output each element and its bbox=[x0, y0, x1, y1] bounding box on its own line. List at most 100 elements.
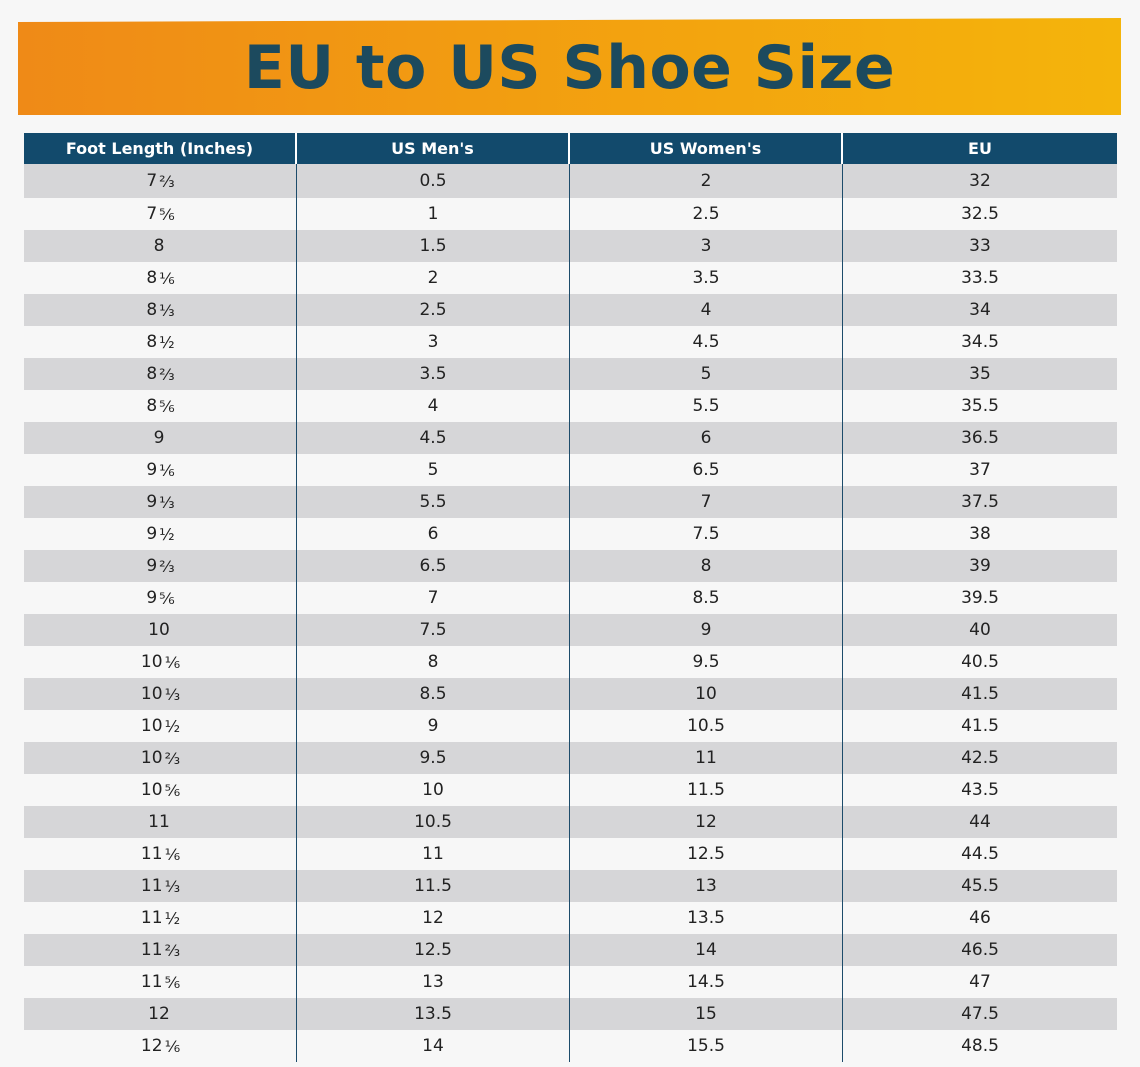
us-womens-cell: 5.5 bbox=[570, 390, 843, 422]
foot-length-cell: 12 bbox=[24, 998, 297, 1030]
eu-cell: 35 bbox=[969, 364, 991, 384]
table-row: 9 ⅔ 6.5 8 39 bbox=[24, 550, 1117, 582]
foot-length-whole: 11 bbox=[140, 972, 163, 992]
us-mens-cell: 7.5 bbox=[297, 614, 570, 646]
foot-length-cell: 11 ⅔ bbox=[24, 934, 297, 966]
eu-cell: 35.5 bbox=[961, 396, 999, 416]
eu-cell: 45.5 bbox=[961, 876, 999, 896]
foot-length-fraction: ½ bbox=[164, 716, 180, 736]
foot-length-fraction: ⅚ bbox=[159, 396, 174, 416]
foot-length-whole: 8 bbox=[146, 300, 158, 320]
table-row: 8 ⅙ 2 3.5 33.5 bbox=[24, 262, 1117, 294]
table-row: 9 4.5 6 36.5 bbox=[24, 422, 1117, 454]
eu-cell: 46 bbox=[969, 908, 991, 928]
table-row: 8 ⅓ 2.5 4 34 bbox=[24, 294, 1117, 326]
eu-cell: 40.5 bbox=[961, 652, 999, 672]
us-womens-cell: 4.5 bbox=[570, 326, 843, 358]
foot-length-whole: 10 bbox=[148, 620, 170, 640]
foot-length-cell: 10 ½ bbox=[24, 710, 297, 742]
us-womens-cell: 9.5 bbox=[570, 646, 843, 678]
table-row: 7 ⅔ 0.5 2 32 bbox=[24, 164, 1117, 198]
table-header: Foot Length (Inches) US Men's US Women's… bbox=[24, 133, 1117, 164]
table-row: 8 ⅔ 3.5 5 35 bbox=[24, 358, 1117, 390]
foot-length-fraction: ⅙ bbox=[164, 1036, 180, 1056]
table-row: 7 ⅚ 1 2.5 32.5 bbox=[24, 198, 1117, 230]
us-mens-cell: 10 bbox=[297, 774, 570, 806]
foot-length-whole: 8 bbox=[146, 364, 158, 384]
foot-length-whole: 9 bbox=[146, 460, 158, 480]
table-row: 11 10.5 12 44 bbox=[24, 806, 1117, 838]
foot-length-cell: 12 ⅙ bbox=[24, 1030, 297, 1062]
table-row: 11 ⅔ 12.5 14 46.5 bbox=[24, 934, 1117, 966]
eu-cell: 41.5 bbox=[961, 716, 999, 736]
table-row: 10 ½ 9 10.5 41.5 bbox=[24, 710, 1117, 742]
us-mens-cell: 8 bbox=[297, 646, 570, 678]
foot-length-cell: 10 ⅓ bbox=[24, 678, 297, 710]
us-mens-cell: 5 bbox=[297, 454, 570, 486]
us-mens-cell: 8.5 bbox=[297, 678, 570, 710]
foot-length-fraction: ⅚ bbox=[159, 588, 174, 608]
us-mens-cell: 4.5 bbox=[297, 422, 570, 454]
foot-length-fraction: ⅙ bbox=[164, 844, 180, 864]
foot-length-whole: 10 bbox=[140, 684, 163, 704]
us-mens-cell: 12 bbox=[297, 902, 570, 934]
eu-cell: 34.5 bbox=[961, 332, 999, 352]
foot-length-fraction: ⅓ bbox=[164, 876, 180, 896]
us-womens-cell: 10 bbox=[570, 678, 843, 710]
us-womens-cell: 2 bbox=[570, 164, 843, 198]
eu-cell: 42.5 bbox=[961, 748, 999, 768]
foot-length-fraction: ½ bbox=[164, 908, 180, 928]
us-mens-cell: 2 bbox=[297, 262, 570, 294]
table-row: 11 ½ 12 13.5 46 bbox=[24, 902, 1117, 934]
us-womens-cell: 3.5 bbox=[570, 262, 843, 294]
foot-length-fraction: ⅔ bbox=[159, 364, 174, 384]
us-womens-cell: 9 bbox=[570, 614, 843, 646]
table-row: 10 ⅔ 9.5 11 42.5 bbox=[24, 742, 1117, 774]
foot-length-whole: 11 bbox=[148, 812, 170, 832]
eu-cell: 32 bbox=[969, 171, 991, 191]
foot-length-fraction: ⅚ bbox=[164, 972, 180, 992]
eu-cell: 43.5 bbox=[961, 780, 999, 800]
table-row: 12 13.5 15 47.5 bbox=[24, 998, 1117, 1030]
foot-length-whole: 12 bbox=[148, 1004, 170, 1024]
us-womens-cell: 6 bbox=[570, 422, 843, 454]
us-womens-cell: 7.5 bbox=[570, 518, 843, 550]
us-mens-cell: 10.5 bbox=[297, 806, 570, 838]
eu-cell: 39.5 bbox=[961, 588, 999, 608]
eu-cell: 37.5 bbox=[961, 492, 999, 512]
us-womens-cell: 6.5 bbox=[570, 454, 843, 486]
eu-cell: 32.5 bbox=[961, 204, 999, 224]
foot-length-whole: 12 bbox=[140, 1036, 163, 1056]
eu-cell: 33 bbox=[969, 236, 991, 256]
foot-length-cell: 11 ½ bbox=[24, 902, 297, 934]
foot-length-whole: 9 bbox=[146, 588, 158, 608]
us-womens-cell: 8 bbox=[570, 550, 843, 582]
us-womens-cell: 14 bbox=[570, 934, 843, 966]
foot-length-whole: 9 bbox=[146, 524, 158, 544]
header-eu: EU bbox=[968, 139, 992, 158]
table-row: 9 ⅚ 7 8.5 39.5 bbox=[24, 582, 1117, 614]
foot-length-cell: 11 ⅙ bbox=[24, 838, 297, 870]
us-womens-cell: 3 bbox=[570, 230, 843, 262]
foot-length-fraction: ⅚ bbox=[164, 780, 180, 800]
us-mens-cell: 7 bbox=[297, 582, 570, 614]
foot-length-fraction: ½ bbox=[159, 332, 174, 352]
foot-length-fraction: ⅓ bbox=[159, 492, 174, 512]
foot-length-whole: 11 bbox=[140, 908, 163, 928]
foot-length-fraction: ⅓ bbox=[164, 684, 180, 704]
title-banner: EU to US Shoe Size bbox=[18, 18, 1121, 115]
eu-cell: 40 bbox=[969, 620, 991, 640]
table-row: 8 ½ 3 4.5 34.5 bbox=[24, 326, 1117, 358]
foot-length-whole: 9 bbox=[146, 556, 158, 576]
foot-length-cell: 8 bbox=[24, 230, 297, 262]
table-row: 11 ⅓ 11.5 13 45.5 bbox=[24, 870, 1117, 902]
foot-length-whole: 7 bbox=[146, 171, 158, 191]
foot-length-cell: 11 bbox=[24, 806, 297, 838]
us-mens-cell: 5.5 bbox=[297, 486, 570, 518]
